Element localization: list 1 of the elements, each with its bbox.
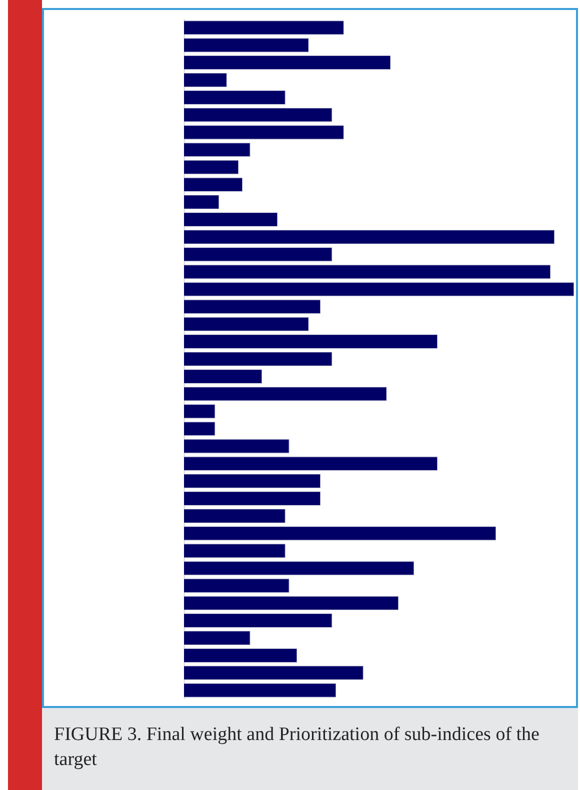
text: FIGURE 3. Final weight and Prioritization of sub-indices of the target — [42, 708, 578, 790]
